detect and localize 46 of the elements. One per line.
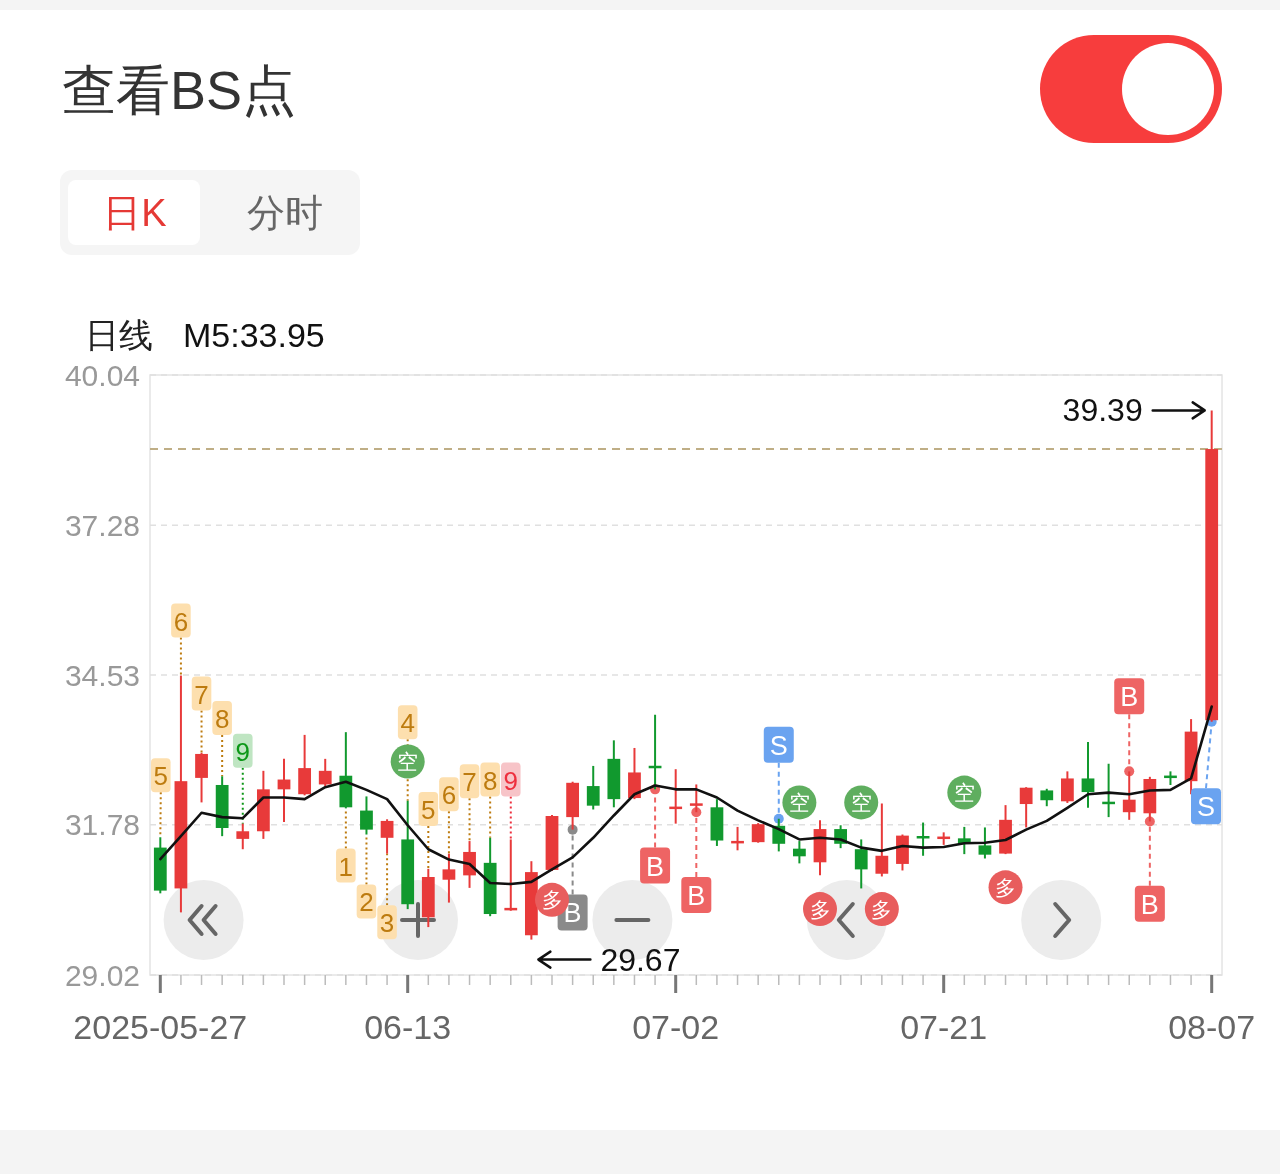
marker-label: 4 (400, 708, 415, 739)
marker-label: B (1120, 682, 1139, 713)
legend-label: M5:33.95 (183, 316, 325, 354)
marker-label: 8 (482, 765, 498, 796)
marker-label: 空 (397, 750, 419, 774)
y-tick-label: 40.04 (64, 358, 140, 392)
marker-label: 7 (462, 767, 477, 798)
marker-label: 2 (359, 887, 374, 918)
marker-label: 多 (541, 888, 563, 912)
extreme-label: 29.67 (600, 941, 681, 978)
marker-label: 多 (809, 897, 831, 921)
title: 查看BS点 (62, 60, 297, 120)
marker-label: 空 (850, 790, 872, 814)
marker-label: S (1197, 792, 1215, 823)
marker-label: 空 (953, 781, 975, 805)
marker-label: 5 (421, 794, 436, 825)
x-tick-label: 2025-05-27 (73, 1008, 248, 1046)
extreme-label: 39.39 (1062, 392, 1143, 429)
marker-label: B (1140, 889, 1159, 920)
tab-label: 日K (103, 192, 167, 234)
y-tick-label: 37.28 (64, 508, 140, 542)
marker-label: 1 (338, 851, 354, 882)
y-tick-label: 29.02 (64, 958, 140, 992)
marker-label: B (687, 880, 706, 911)
x-tick-label: 07-21 (900, 1008, 988, 1046)
marker-label: 多 (871, 897, 893, 921)
x-tick-label: 08-07 (1168, 1008, 1256, 1046)
marker-label: 9 (235, 736, 250, 767)
tab-label: 分时 (247, 192, 323, 234)
marker-label: 空 (788, 790, 810, 814)
x-tick-label: 07-02 (632, 1008, 720, 1046)
marker-label: B (563, 898, 582, 929)
y-tick-label: 34.53 (64, 658, 140, 692)
marker-label: 7 (194, 679, 209, 710)
marker-label: 6 (173, 606, 189, 637)
x-tick-label: 06-13 (364, 1008, 452, 1046)
marker-label: B (646, 851, 665, 882)
y-tick-label: 31.78 (64, 808, 140, 842)
legend-title: 日线 (85, 316, 153, 354)
marker-label: 8 (214, 704, 230, 734)
marker-label: 5 (153, 761, 169, 792)
marker-label: 9 (503, 765, 518, 796)
marker-label: S (769, 730, 788, 761)
marker-label: 3 (379, 908, 395, 939)
marker-label: 多 (995, 875, 1017, 899)
marker-label: 6 (441, 780, 457, 811)
